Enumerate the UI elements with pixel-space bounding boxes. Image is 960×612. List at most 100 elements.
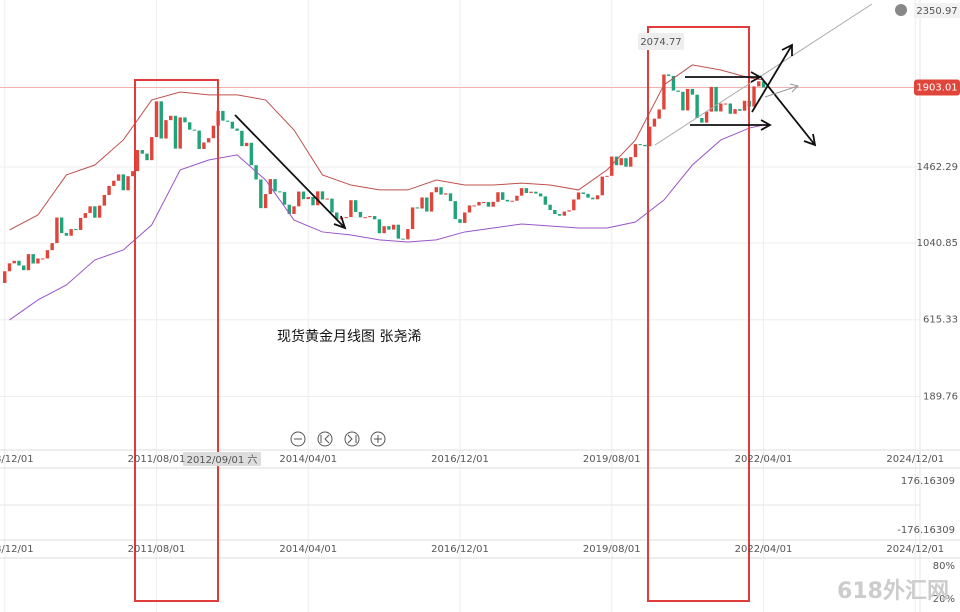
- candle-body: [353, 200, 358, 212]
- candle-body: [36, 258, 40, 264]
- candle-body: [515, 195, 519, 201]
- candle-body: [197, 130, 201, 149]
- candle-body: [444, 193, 448, 195]
- candle-body: [74, 229, 78, 231]
- candle-body: [297, 191, 301, 207]
- trend-line: [654, 3, 873, 146]
- candle-body: [83, 213, 88, 218]
- candle-body: [643, 144, 647, 147]
- candle-body: [26, 254, 31, 271]
- candle-body: [244, 142, 249, 147]
- candle-body: [652, 118, 657, 127]
- candle-body: [273, 179, 277, 192]
- candle-body: [719, 103, 723, 112]
- candle-body: [543, 196, 548, 205]
- alert-price: 2350.97: [916, 6, 957, 17]
- candle-body: [97, 205, 102, 218]
- candle-body: [107, 185, 111, 195]
- candle-body: [363, 217, 367, 219]
- candle-body: [410, 207, 415, 230]
- candle-body: [78, 217, 83, 230]
- candle-body: [448, 193, 453, 202]
- chart-title: 现货黄金月线图 张尧浠: [277, 328, 421, 345]
- x-tick-label: 2014/04/01: [279, 454, 337, 465]
- candle-body: [700, 117, 704, 123]
- last-price-box: [914, 79, 960, 96]
- candle-body: [121, 174, 125, 191]
- macd-label: 176.16309: [901, 476, 955, 487]
- candle-body: [761, 81, 766, 88]
- x-tick-label: 2022/04/01: [735, 544, 793, 555]
- y-tick-label: 1462.29: [917, 162, 958, 173]
- candle-body: [439, 187, 443, 195]
- candle-body: [259, 179, 263, 209]
- candle-body: [752, 86, 756, 107]
- candle-body: [396, 224, 401, 239]
- candle-body: [401, 238, 405, 240]
- candle-body: [40, 258, 45, 260]
- kdj-label: 80%: [933, 561, 955, 572]
- candle-body: [472, 205, 476, 207]
- nav-icons: [294, 434, 382, 444]
- candle-body: [382, 226, 386, 234]
- candle-body: [742, 100, 747, 111]
- candle-body: [548, 204, 552, 210]
- macd-label: -176.16309: [897, 525, 955, 536]
- candle-body: [292, 206, 296, 214]
- candle-body: [235, 128, 239, 131]
- candle-body: [458, 219, 462, 223]
- x-tick-label: 2011/08/01: [128, 454, 186, 465]
- candle-body: [69, 229, 73, 236]
- candle-body: [524, 188, 529, 193]
- bell-icon[interactable]: [895, 4, 907, 16]
- candle-body: [59, 217, 64, 234]
- candle-body: [164, 120, 168, 139]
- x-tick-label: 2019/08/01: [583, 544, 641, 555]
- candle-body: [572, 199, 576, 211]
- candle-body: [206, 138, 211, 143]
- candle-body: [221, 110, 225, 121]
- candle-body: [22, 265, 26, 271]
- x-tick-label: 2022/04/01: [735, 454, 793, 465]
- kdj-label: 20%: [933, 594, 955, 605]
- candle-body: [510, 200, 514, 202]
- candle-body: [619, 158, 623, 166]
- candle-body: [714, 86, 718, 112]
- candle-body: [316, 191, 320, 206]
- x-tick-label: 2016/12/01: [431, 544, 489, 555]
- candle-body: [320, 191, 325, 200]
- candle-body: [282, 192, 287, 205]
- candle-body: [553, 209, 557, 215]
- candle-body: [709, 86, 714, 112]
- candle-body: [287, 204, 291, 214]
- candle-body: [368, 216, 372, 218]
- candle-body: [723, 103, 728, 105]
- candle-body: [605, 175, 609, 177]
- candle-body: [178, 117, 182, 149]
- candle-body: [685, 88, 690, 111]
- candle-body: [477, 202, 481, 206]
- candle-body: [562, 211, 567, 216]
- candle-body: [463, 212, 467, 223]
- candle-body: [595, 195, 600, 200]
- candle-body: [757, 81, 761, 87]
- candle-body: [534, 191, 538, 194]
- last-price-label: 1903.01: [916, 82, 957, 93]
- candle-body: [349, 200, 353, 218]
- candle-body: [330, 198, 334, 213]
- candle-body: [102, 194, 107, 206]
- candle-body: [240, 130, 244, 147]
- candle-body: [12, 260, 16, 264]
- candle-body: [633, 144, 638, 158]
- nav-buttons[interactable]: [290, 431, 386, 447]
- candle-body: [187, 122, 192, 130]
- candle-body: [657, 109, 661, 119]
- candle-body: [638, 144, 642, 146]
- candle-body: [159, 101, 163, 139]
- candle-body: [581, 192, 585, 194]
- candle-body: [150, 137, 154, 161]
- candle-body: [358, 211, 363, 218]
- candle-body: [50, 243, 54, 251]
- candle-body: [676, 90, 680, 92]
- x-tick-label: 2008/12/01: [0, 544, 34, 555]
